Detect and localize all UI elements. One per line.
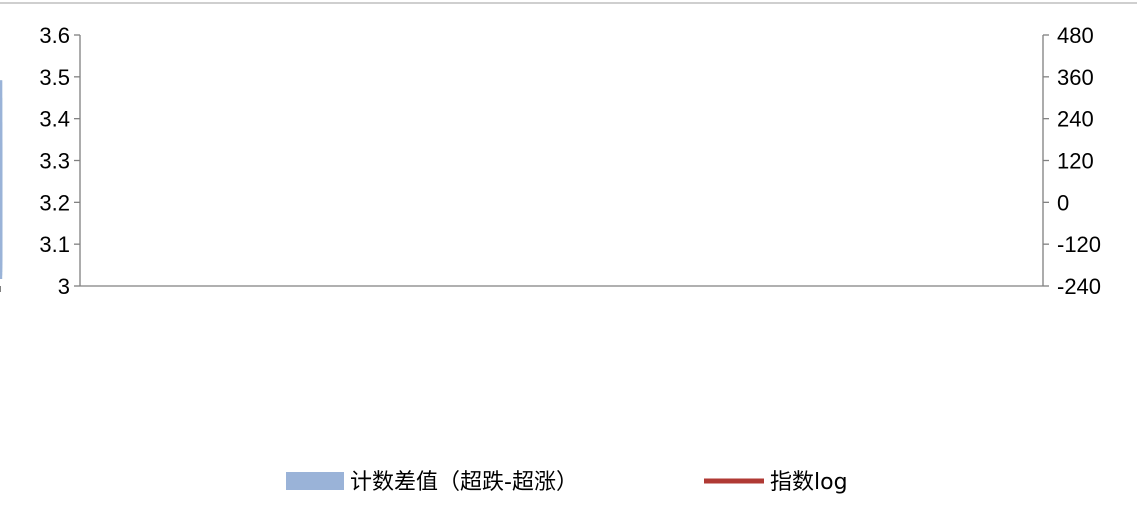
bar-132 xyxy=(0,202,3,231)
legend-line-label: 指数log xyxy=(770,470,848,495)
y-right-tick-label-2: 0 xyxy=(1057,190,1069,215)
y-right-tick-labels: -240 -120 0 120 240 360 480 xyxy=(1057,23,1101,299)
y-left-tick-label-0: 3 xyxy=(58,274,70,299)
y-right-tick-label-5: 360 xyxy=(1057,65,1094,90)
bar-103 xyxy=(0,191,3,203)
bar-80 xyxy=(0,80,3,203)
y-right-tick-label-1: -120 xyxy=(1057,232,1101,257)
y-left-tick-label-3: 3.3 xyxy=(39,149,70,174)
y-left-tick-label-4: 3.4 xyxy=(39,107,70,132)
y-left-tick-label-5: 3.5 xyxy=(39,65,70,90)
y-left-tick-labels: 3 3.1 3.2 3.3 3.4 3.5 3.6 xyxy=(39,23,70,299)
legend-bar-swatch xyxy=(286,472,344,490)
legend: 计数差值（超跌-超涨） 指数log xyxy=(286,470,848,495)
y-right-tick-label-0: -240 xyxy=(1057,274,1101,299)
bar-102 xyxy=(0,160,3,203)
axes xyxy=(0,2,1137,292)
legend-bar-label: 计数差值（超跌-超涨） xyxy=(350,470,578,495)
y-right-tick-label-4: 240 xyxy=(1057,107,1094,132)
y-left-tick-label-1: 3.1 xyxy=(39,232,70,257)
y-left-tick-label-6: 3.6 xyxy=(39,23,70,48)
y-right-tick-label-3: 120 xyxy=(1057,149,1094,174)
y-right-tick-label-6: 480 xyxy=(1057,23,1094,48)
y-left-tick-label-2: 3.2 xyxy=(39,190,70,215)
bar-series xyxy=(0,80,3,279)
